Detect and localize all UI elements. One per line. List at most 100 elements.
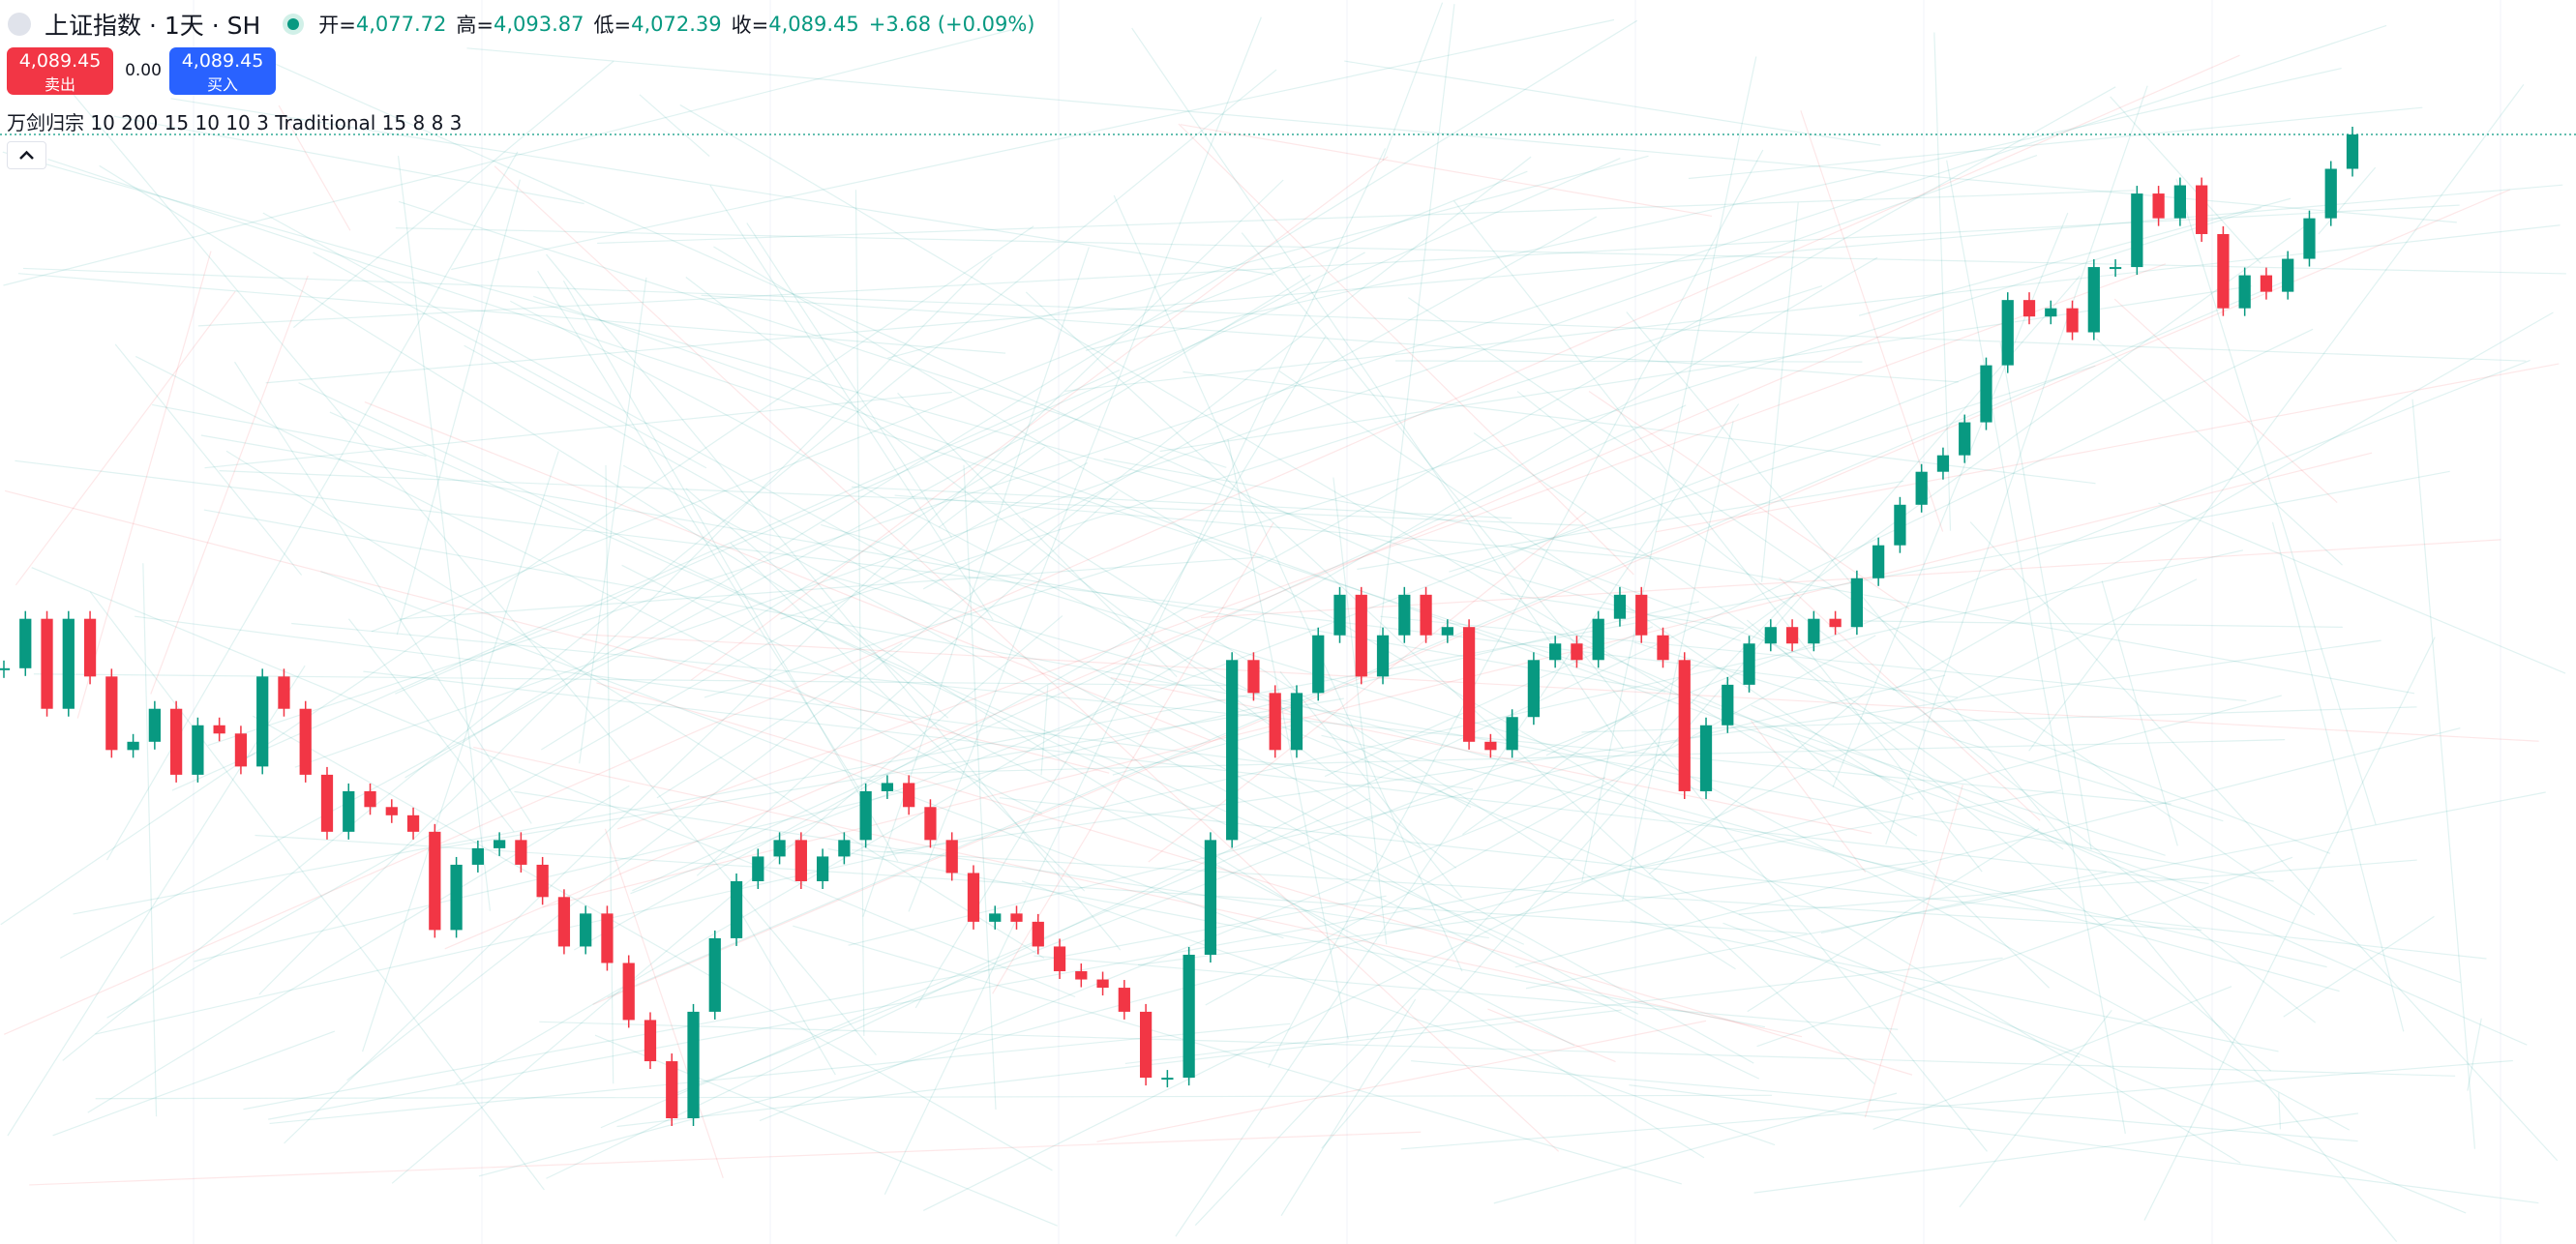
symbol-title[interactable]: 上证指数 · 1天 · SH [45,12,261,40]
indicator-legend[interactable]: 万剑归宗 10 200 15 10 10 3 Traditional 15 8 … [7,111,463,134]
indicator-ray [514,790,1489,939]
candle-body [1462,627,1476,742]
indicator-ray [685,277,1457,869]
candle-body [1506,717,1518,751]
candle-body [62,618,75,709]
indicator-ray [1344,60,1881,146]
indicator-ray [887,155,1649,359]
candle-body [471,847,484,865]
indicator-ray [106,461,1088,1019]
indicator-ray [713,246,2241,1164]
indicator-ray [278,104,351,231]
candle-body [406,815,420,832]
candle-body [687,1011,700,1118]
candle-body [2152,193,2165,219]
sell-button[interactable]: 4,089.45 卖出 [7,47,113,95]
candle-body [1226,660,1239,841]
sell-label: 卖出 [44,75,75,94]
indicator-ray [679,104,1918,837]
indicator-ray [2175,178,2377,825]
candle-body [2303,218,2316,259]
indicator-ray [114,343,303,576]
indicator-ray [922,216,1598,590]
candle-body [2066,308,2079,333]
indicator-ray [923,578,2198,1212]
indicator-ray [894,494,1660,560]
indicator-ray [780,285,1823,620]
candle-body [1915,471,1928,505]
candle-body [1053,946,1066,972]
indicator-ray [1629,1084,2539,1204]
indicator-ray [1462,225,2305,836]
candle-body [234,733,248,767]
indicator-ray [1999,341,2092,850]
indicator-ray [1021,880,1776,1146]
indicator-ray [1747,828,2040,1013]
candle-body [1678,660,1691,791]
indicator-ray [1124,957,2003,1065]
indicator-ray [1321,275,2081,1149]
candle-body [0,667,11,670]
indicator-ray [594,1034,1058,1227]
indicator-ray [1658,758,2351,1131]
indicator-ray [99,164,1705,1159]
indicator-ray [1022,518,1736,970]
indicator-ray [1753,1112,2358,1194]
candle-body [881,783,894,791]
candle-body [148,708,161,742]
candle-body [385,807,398,815]
indicator-ray [2110,96,2261,264]
candle-body [859,790,872,841]
candle-body [19,618,32,668]
ohlc-label: 低= [593,14,632,37]
indicator-ray [473,746,1803,1038]
indicator-ray [582,634,2539,742]
indicator-ray [992,522,1274,994]
indicator-ray [404,19,1638,779]
indicator-ray [1656,363,2560,533]
indicator-ray [897,392,1178,678]
indicator-ray [1820,871,2107,934]
candle-body [170,708,183,775]
candle-body [343,790,355,832]
indicator-ray [1633,641,2224,822]
indicator-ray [541,274,1311,751]
indicator-ray [1525,791,2546,990]
indicator-ray [0,225,1034,926]
candle-body [794,840,807,881]
indicator-ray [1096,1020,1707,1142]
indicator-ray [346,156,1532,1081]
indicator-ray [691,156,1389,681]
indicator-ray [1779,577,2041,821]
indicator-ray [1857,620,2343,628]
candle-body [644,1020,657,1062]
ohlc-value: 4,089.45 [768,13,859,36]
candle-body [2217,233,2230,309]
candle-body [1032,921,1044,947]
indicator-ray [464,344,1754,1064]
indicator-ray [1148,511,1587,863]
indicator-ray [114,115,584,205]
indicator-ray [1933,32,1952,531]
candle-body [1699,725,1713,791]
indicator-ray [170,98,1274,276]
candle-body [278,676,290,709]
indicator-ray [1112,723,1299,776]
indicator-ray [542,452,2373,908]
candle-body [708,937,721,1012]
candle-body [1657,635,1669,661]
indicator-ray [398,200,1227,468]
indicator-ray [1493,1092,1898,1204]
candle-body [2238,275,2251,309]
collapse-button[interactable] [7,141,46,169]
ohlc-label: 开= [318,14,356,37]
candle-body [1850,578,1864,628]
candle-body [2087,267,2100,333]
indicator-ray [1760,202,1799,582]
indicator-ray [1959,1010,2112,1208]
indicator-ray [76,251,212,719]
buy-button[interactable]: 4,089.45 买入 [169,47,276,95]
candle-body [730,880,743,938]
ohlc-value: 4,072.39 [631,13,722,36]
indicator-ray [1113,194,1463,972]
